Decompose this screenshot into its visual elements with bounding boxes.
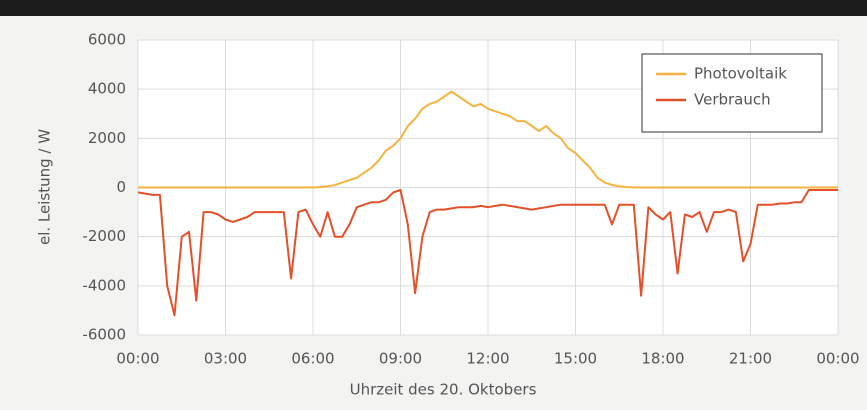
x-tick-label: 09:00	[379, 350, 422, 368]
x-axis-label: Uhrzeit des 20. Oktobers	[350, 381, 537, 399]
x-tick-label: 00:00	[816, 350, 859, 368]
x-tick-label: 06:00	[291, 350, 334, 368]
y-tick-label: -4000	[82, 276, 126, 294]
legend-box	[641, 53, 823, 133]
line-series	[137, 189, 838, 317]
x-tick-label: 21:00	[729, 350, 772, 368]
x-tick-label: 00:00	[116, 350, 159, 368]
line-series	[138, 90, 838, 189]
y-tick-label: 6000	[88, 31, 126, 49]
x-tick-label: 15:00	[554, 350, 597, 368]
y-tick-label: -6000	[82, 326, 126, 344]
legend-label: Photovoltaik	[694, 65, 787, 83]
y-axis-label: el. Leistung / W	[36, 129, 54, 245]
y-tick-label: 0	[116, 178, 126, 196]
x-tick-label: 18:00	[641, 350, 684, 368]
y-tick-label: 2000	[88, 129, 126, 147]
y-tick-label: -2000	[82, 227, 126, 245]
y-tick-label: 4000	[88, 80, 126, 98]
x-tick-label: 12:00	[466, 350, 509, 368]
legend-label: Verbrauch	[694, 91, 771, 109]
top-bar	[0, 0, 867, 16]
x-tick-label: 03:00	[204, 350, 247, 368]
